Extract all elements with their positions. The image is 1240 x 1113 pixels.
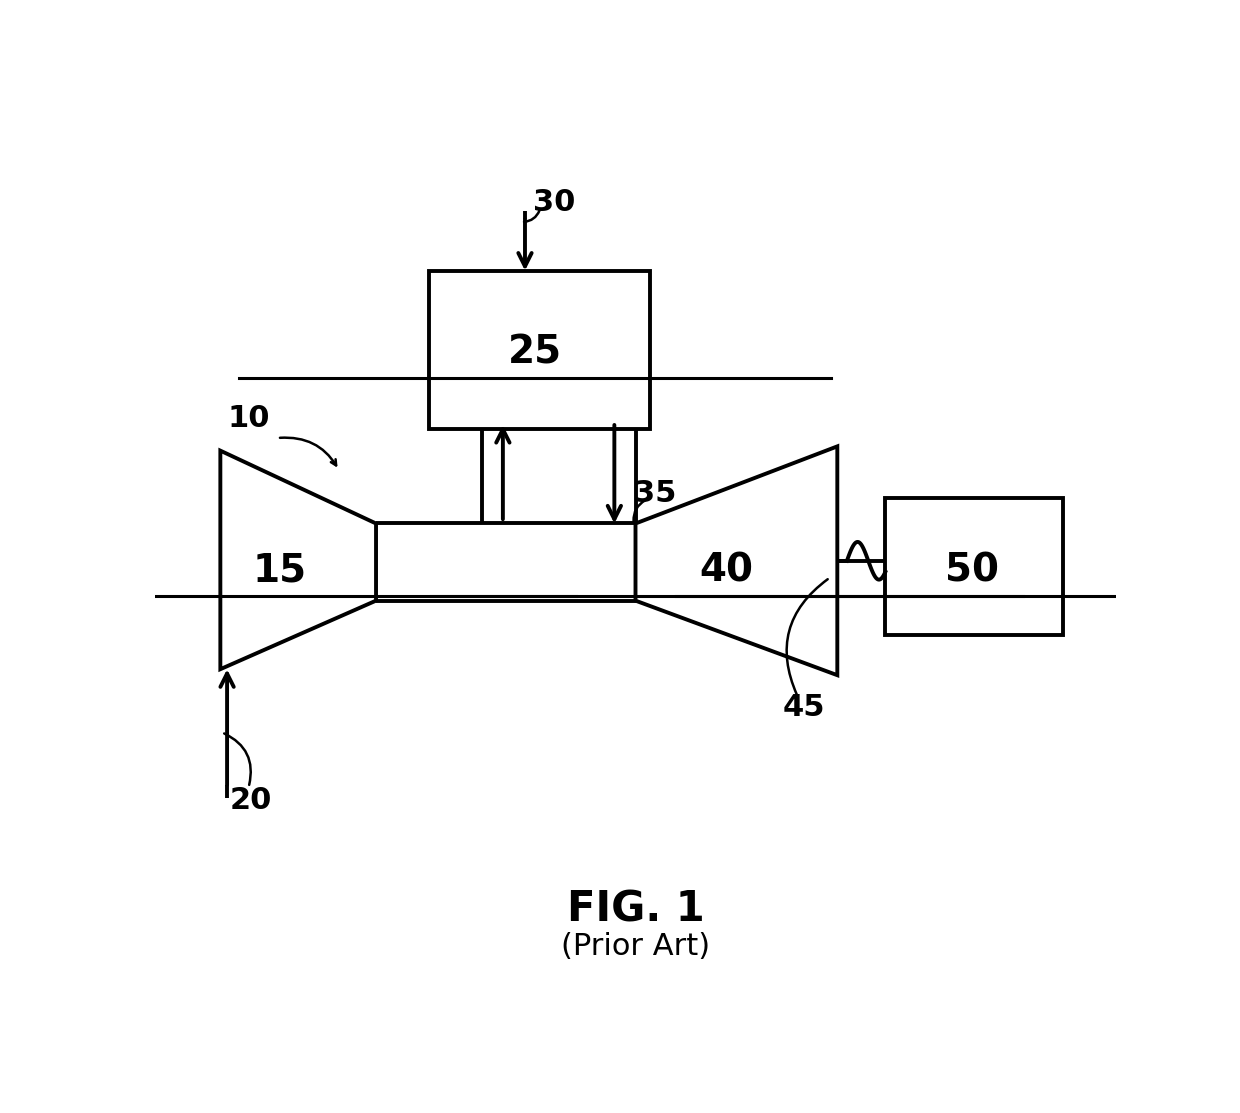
Text: FIG. 1: FIG. 1	[567, 888, 704, 930]
Text: 15: 15	[253, 552, 308, 590]
Text: (Prior Art): (Prior Art)	[560, 932, 711, 961]
Text: 10: 10	[228, 404, 270, 433]
Bar	[429, 270, 650, 430]
Text: 30: 30	[533, 188, 575, 217]
Text: 20: 20	[229, 786, 273, 815]
Text: 25: 25	[507, 333, 562, 371]
Text: 35: 35	[634, 479, 676, 508]
Text: 40: 40	[699, 552, 754, 590]
Bar	[885, 498, 1063, 634]
Text: 50: 50	[945, 552, 999, 590]
Text: 45: 45	[782, 693, 825, 722]
